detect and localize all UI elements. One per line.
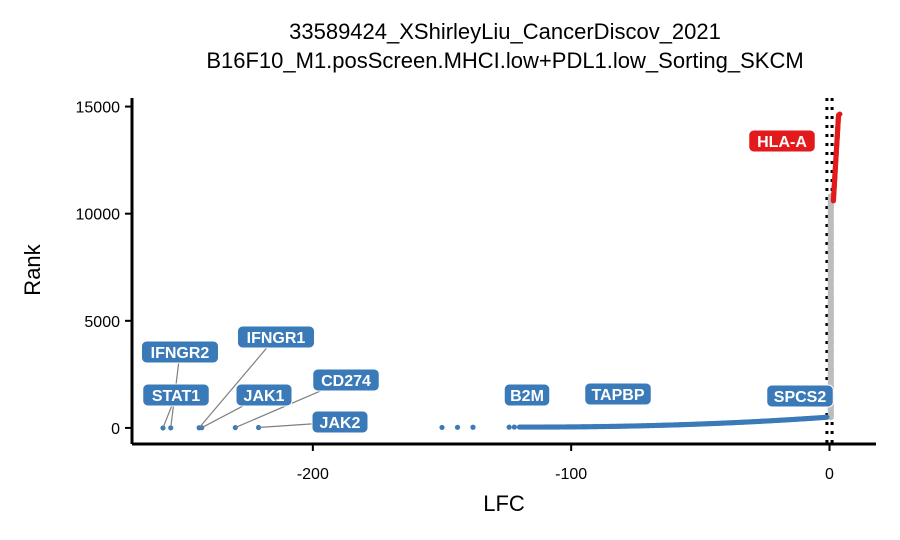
x-axis-label: LFC — [483, 491, 525, 516]
gene-label-text: TAPBP — [591, 387, 644, 404]
x-tick-label: -100 — [555, 466, 587, 483]
gene-label-spcs2: SPCS2 — [766, 384, 834, 408]
negative-point — [232, 424, 238, 431]
gene-label-box — [311, 410, 369, 434]
gene-label-box — [312, 368, 380, 392]
negative-points — [160, 414, 830, 431]
x-tick-label: -200 — [297, 466, 329, 483]
negative-point — [824, 414, 830, 420]
neutral-points — [827, 193, 834, 421]
gene-label-text: CD274 — [321, 373, 371, 390]
negative-point — [470, 424, 476, 430]
gene-label-jak2: JAK2 — [311, 410, 369, 434]
gene-label-jak1: JAK1 — [235, 383, 293, 407]
gene-label-box — [584, 382, 652, 406]
gene-label-hla-a: HLA-A — [748, 129, 816, 153]
negative-point — [511, 424, 517, 430]
gene-label-box — [766, 384, 834, 408]
gene-labels: IFNGR2 STAT1 IFNGR1 JAK1 CD274 JAK2 B2M TAPBP SP… — [141, 129, 834, 434]
gene-label-text: B2M — [510, 388, 544, 405]
label-leader — [198, 336, 277, 429]
gene-label-text: JAK2 — [320, 415, 361, 432]
y-axis-label: Rank — [20, 243, 45, 295]
axis-ticks: 0 5000 10000 15000 -200 -100 0 — [76, 100, 835, 483]
y-tick-label: 15000 — [76, 100, 121, 117]
y-tick-label: 5000 — [84, 314, 120, 331]
gene-label-text: HLA-A — [757, 134, 807, 151]
gene-label-tapbp: TAPBP — [584, 382, 652, 406]
chart-title: 33589424_XShirleyLiu_CancerDiscov_2021 — [289, 19, 721, 44]
gene-label-ifngr1: IFNGR1 — [237, 325, 315, 349]
gene-label-box — [235, 383, 293, 407]
gene-label-b2m: B2M — [503, 383, 551, 407]
gene-label-stat1: STAT1 — [142, 383, 210, 407]
chart-subtitle: B16F10_M1.posScreen.MHCI.low+PDL1.low_So… — [206, 48, 803, 73]
y-tick-label: 0 — [111, 421, 120, 438]
gene-label-box — [237, 325, 315, 349]
gene-label-text: SPCS2 — [774, 389, 827, 406]
gene-label-text: IFNGR2 — [151, 345, 210, 362]
gene-label-text: JAK1 — [244, 388, 285, 405]
gene-label-box — [141, 340, 219, 364]
positive-point — [837, 111, 843, 117]
negative-point — [454, 424, 461, 430]
gene-label-text: IFNGR1 — [247, 330, 306, 347]
gene-label-ifngr2: IFNGR2 — [141, 340, 219, 364]
positive-points — [830, 111, 843, 204]
gene-label-box — [748, 129, 816, 153]
gene-label-cd274: CD274 — [312, 368, 380, 392]
gene-label-text: STAT1 — [152, 388, 200, 405]
negative-point — [506, 424, 512, 430]
negative-point — [439, 424, 445, 431]
gene-label-box — [142, 383, 210, 407]
gene-label-box — [503, 383, 551, 407]
y-tick-label: 10000 — [76, 207, 121, 224]
x-tick-label: 0 — [825, 466, 834, 483]
